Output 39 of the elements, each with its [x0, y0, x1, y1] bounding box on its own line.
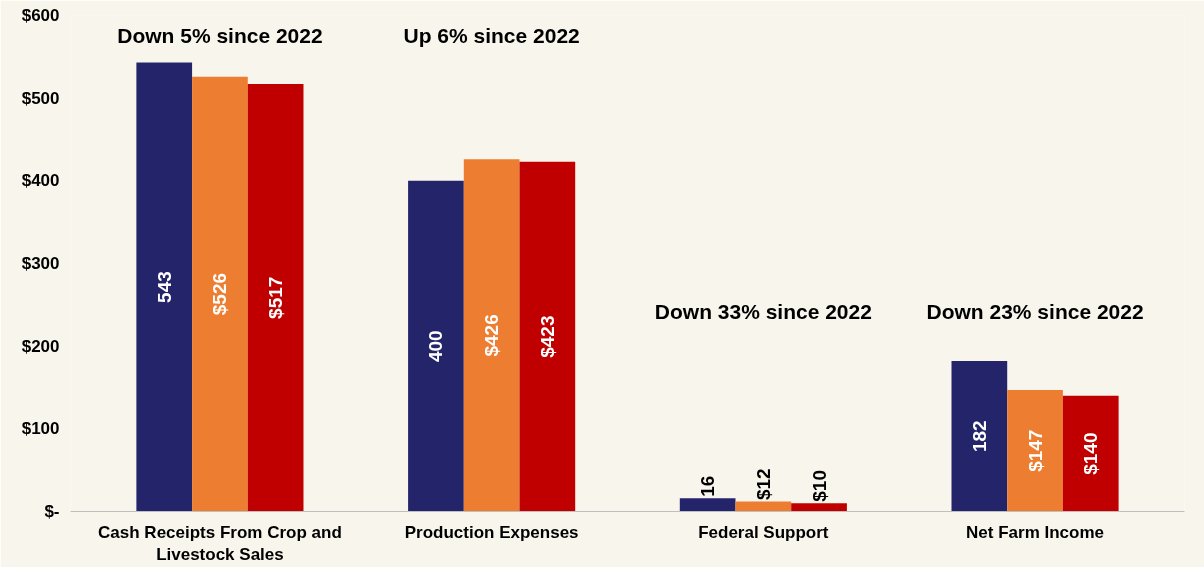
bar: [679, 498, 736, 512]
x-tick-label: Production Expenses: [404, 522, 579, 542]
y-tick-label: $400: [21, 171, 60, 191]
annotation: Up 6% since 2022: [403, 23, 580, 47]
x-tick-label: Federal Support: [698, 522, 829, 542]
data-label: $147: [1024, 429, 1046, 472]
data-label: $526: [209, 272, 231, 316]
bar: [519, 161, 576, 512]
y-tick-label: $500: [21, 88, 60, 108]
data-label: 400: [425, 330, 447, 363]
bar: [735, 501, 792, 512]
data-label: 16: [697, 475, 719, 497]
bar: [791, 503, 847, 512]
annotation: Down 5% since 2022: [117, 23, 323, 47]
y-tick-label: $100: [21, 419, 60, 439]
data-label: $517: [265, 276, 287, 319]
bar: [408, 180, 464, 512]
data-label: $10: [808, 470, 830, 502]
bar: [192, 76, 248, 512]
data-label: 543: [153, 271, 175, 303]
annotation: Down 33% since 2022: [654, 299, 872, 323]
y-tick-label: $-: [44, 502, 60, 521]
bar: [463, 159, 520, 512]
x-tick-label: Cash Receipts From Crop and Livestock Sales: [98, 522, 342, 565]
data-label: $423: [536, 315, 558, 358]
bar: [1007, 389, 1063, 512]
annotation: Down 23% since 2022: [926, 299, 1144, 323]
x-tick-label: Net Farm Income: [966, 522, 1105, 542]
data-label: 182: [968, 420, 990, 453]
bar: [247, 84, 304, 512]
data-label: $12: [752, 468, 774, 501]
bar: [1062, 395, 1119, 512]
bar: [951, 361, 1008, 512]
y-tick-label: $600: [21, 6, 60, 25]
data-label: $426: [481, 314, 503, 357]
y-tick-label: $200: [21, 336, 60, 356]
bar: [136, 62, 193, 512]
y-tick-label: $300: [21, 254, 60, 273]
data-label: $140: [1080, 432, 1102, 475]
